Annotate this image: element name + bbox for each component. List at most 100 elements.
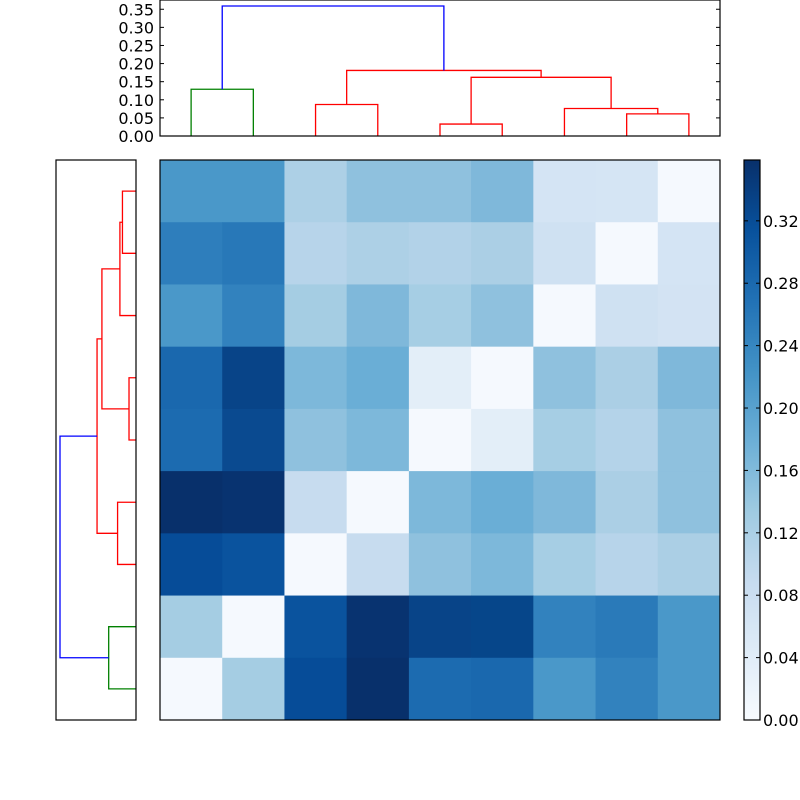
heatmap-cell xyxy=(160,408,223,472)
y-tick-label: 0.25 xyxy=(118,36,154,55)
heatmap-cell xyxy=(595,346,659,410)
dendrogram-link xyxy=(108,626,136,690)
y-tick-label: 0.35 xyxy=(118,0,154,19)
colorbar-tick-label: 0.32 xyxy=(763,212,799,231)
heatmap-cell xyxy=(222,595,285,659)
y-tick-label: 0.30 xyxy=(118,18,154,37)
heatmap-cell xyxy=(346,284,410,348)
dendrogram-link xyxy=(116,501,136,566)
heatmap-cell xyxy=(222,408,285,472)
heatmap-cell xyxy=(408,346,472,410)
heatmap-cell xyxy=(346,657,410,721)
heatmap-grid xyxy=(160,160,721,721)
heatmap-cell xyxy=(533,657,597,721)
heatmap-cell xyxy=(533,533,597,597)
heatmap-cell xyxy=(346,222,410,285)
heatmap-cell xyxy=(657,160,721,223)
dendrogram-link xyxy=(439,123,503,136)
dendrogram-link xyxy=(101,268,130,410)
heatmap-cell xyxy=(284,222,348,285)
heatmap-cell xyxy=(533,222,597,285)
dendrogram-link xyxy=(314,103,379,136)
left-dendrogram-frame xyxy=(55,159,137,721)
y-tick-label: 0.00 xyxy=(118,127,154,146)
dendrogram-link xyxy=(190,88,254,136)
heatmap-cell xyxy=(471,222,534,285)
heatmap-cell xyxy=(657,657,721,721)
heatmap-cell xyxy=(471,160,534,223)
dendrogram-link xyxy=(128,377,136,441)
heatmap-cell xyxy=(160,657,223,721)
heatmap-cell xyxy=(657,222,721,285)
heatmap-cell xyxy=(595,222,659,285)
heatmap-cell xyxy=(471,284,534,348)
heatmap-cell xyxy=(533,346,597,410)
colorbar-tick-label: 0.08 xyxy=(763,586,799,605)
heatmap-cell xyxy=(657,533,721,597)
y-tick-label: 0.10 xyxy=(118,91,154,110)
heatmap-cell xyxy=(657,595,721,659)
top-dendrogram xyxy=(190,5,690,136)
dendrogram-link xyxy=(470,76,612,125)
heatmap-cell xyxy=(533,595,597,659)
heatmap-cell xyxy=(408,160,472,223)
colorbar-gradient xyxy=(744,160,760,720)
dendrogram-link xyxy=(59,435,109,659)
heatmap-cell xyxy=(408,471,472,534)
heatmap-cell xyxy=(222,533,285,597)
heatmap-cell xyxy=(533,408,597,472)
heatmap-cell xyxy=(160,346,223,410)
heatmap-cell xyxy=(346,408,410,472)
heatmap-cell xyxy=(160,471,223,534)
heatmap-cell xyxy=(408,408,472,472)
heatmap-cell xyxy=(284,160,348,223)
heatmap-cell xyxy=(346,346,410,410)
heatmap-frame xyxy=(159,159,721,721)
heatmap-cell xyxy=(284,595,348,659)
colorbar-tick-label: 0.28 xyxy=(763,274,799,293)
heatmap-cell xyxy=(346,595,410,659)
heatmap-cell xyxy=(595,408,659,472)
colorbar: 0.00 0.04 0.08 0.12 0.16 0.20 0.24 0.28 0.32 xyxy=(744,160,799,730)
heatmap-cell xyxy=(284,408,348,472)
heatmap-cell xyxy=(533,160,597,223)
heatmap-cell xyxy=(284,346,348,410)
heatmap-cell xyxy=(408,284,472,348)
dendrogram-link xyxy=(346,69,542,105)
heatmap-cell xyxy=(471,346,534,410)
heatmap-cell xyxy=(160,533,223,597)
dendrogram-link xyxy=(121,190,136,254)
heatmap-cell xyxy=(533,284,597,348)
heatmap-cell xyxy=(595,657,659,721)
colorbar-tick-label: 0.12 xyxy=(763,524,799,543)
y-tick-label: 0.15 xyxy=(118,73,154,92)
heatmap-cell xyxy=(346,160,410,223)
heatmap-cell xyxy=(471,595,534,659)
y-tick-label: 0.05 xyxy=(118,109,154,128)
heatmap-cell xyxy=(595,471,659,534)
dendrogram-link xyxy=(119,221,136,317)
heatmap-cell xyxy=(160,222,223,285)
dendrogram-link xyxy=(221,5,445,90)
heatmap-cell xyxy=(471,408,534,472)
heatmap-cell xyxy=(533,471,597,534)
heatmap-cell xyxy=(284,657,348,721)
heatmap-cell xyxy=(346,471,410,534)
y-tick-label: 0.20 xyxy=(118,55,154,74)
heatmap-cell xyxy=(222,284,285,348)
heatmap-cell xyxy=(657,471,721,534)
dendrogram-link xyxy=(626,113,690,136)
heatmap-cell xyxy=(284,533,348,597)
heatmap-cell xyxy=(408,657,472,721)
left-dendrogram xyxy=(59,190,136,690)
heatmap-cell xyxy=(284,471,348,534)
colorbar-tick-label: 0.24 xyxy=(763,337,799,356)
heatmap-cell xyxy=(408,533,472,597)
heatmap-cell xyxy=(657,284,721,348)
heatmap-cell xyxy=(595,533,659,597)
colorbar-tick-label: 0.20 xyxy=(763,399,799,418)
heatmap-cell xyxy=(408,595,472,659)
heatmap-cell xyxy=(595,595,659,659)
heatmap-cell xyxy=(595,160,659,223)
heatmap-cell xyxy=(284,284,348,348)
